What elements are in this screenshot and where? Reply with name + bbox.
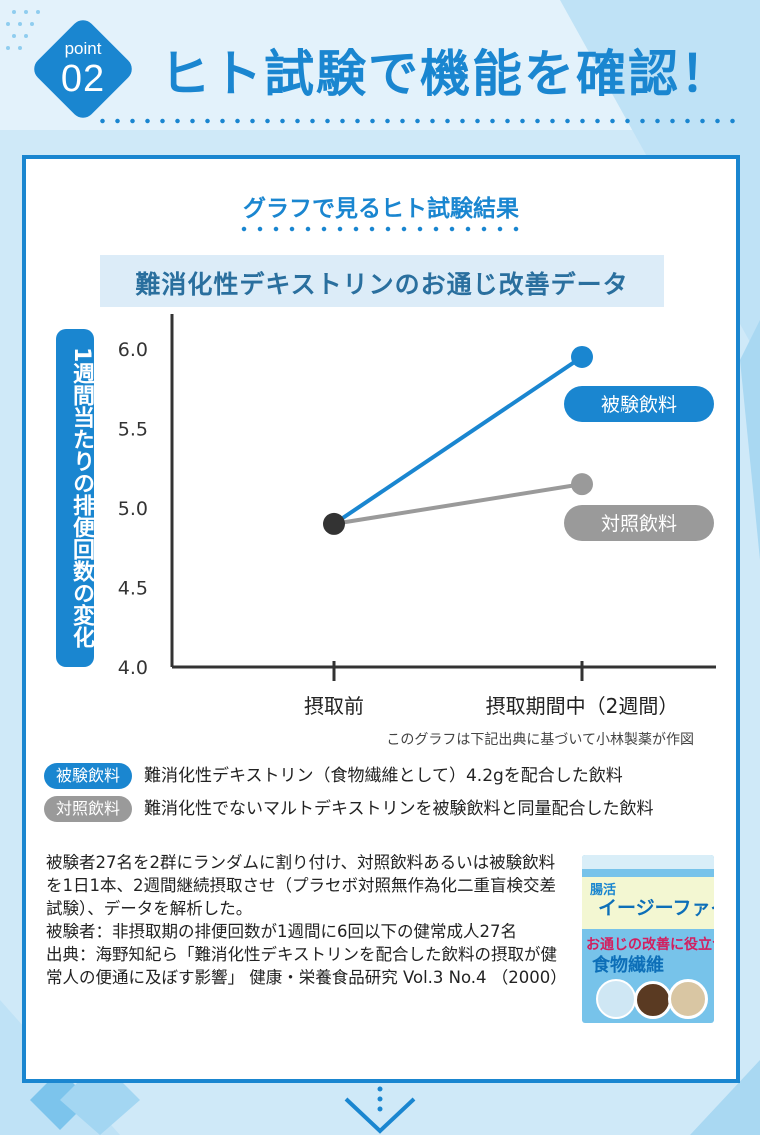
series-label: 被験飲料 (601, 394, 677, 416)
subtitle-dotted-divider (236, 226, 526, 232)
y-axis-label: 1週間当たりの排便回数の変化 (69, 347, 94, 649)
legend-text-test: 難消化性デキストリン（食物繊維として）4.2gを配合した飲料 (144, 766, 623, 786)
x-tick-label: 摂取期間中（2週間） (486, 694, 679, 718)
chart-title: 難消化性デキストリンのお通じ改善データ (135, 270, 629, 299)
y-tick-label: 6.0 (118, 339, 148, 361)
series-start-point (323, 512, 345, 535)
product-name: イージーファイバー (598, 897, 714, 919)
chart-source-note: このグラフは下記出典に基づいて小林製薬が作図 (386, 732, 694, 748)
series-line (332, 355, 584, 526)
point-badge: point 02 (28, 14, 138, 124)
line-chart: 4.0 4.5 5.0 5.5 6.0 摂取前 摂取期間中（2週間） 対照飲料 被験飲料 (118, 314, 716, 718)
study-description: 被験者27名を2群にランダムに割り付け、対照飲料あるいは被験飲料を1日1本、2週… (46, 853, 567, 987)
product-label-band (582, 877, 714, 929)
series-line (333, 482, 583, 526)
legend-tag-control: 対照飲料 (44, 796, 132, 822)
chart-card: グラフで見るヒト試験結果 難消化性デキストリンのお通じ改善データ 1週間当たりの… (22, 155, 740, 1083)
product-claim: お通じの改善に役立つ (586, 937, 714, 953)
product-water-cup (596, 979, 636, 1019)
series-label-pill (564, 505, 714, 541)
card-subtitle: グラフで見るヒト試験結果 (243, 196, 519, 222)
scroll-down-chevron-icon (344, 1086, 416, 1134)
title-dotted-divider (95, 118, 735, 124)
product-top-band (582, 855, 714, 869)
chart-title-banner: 難消化性デキストリンのお通じ改善データ (100, 255, 664, 307)
page-title: ヒト試験で機能を確認！ (160, 45, 732, 103)
badge-point-number: 02 (60, 58, 106, 100)
header: point 02 ヒト試験で機能を確認！ (0, 0, 760, 140)
legend-text-control: 難消化性でないマルトデキストリンを被験飲料と同量配合した飲料 (144, 799, 654, 819)
series-end-point (571, 345, 593, 368)
product-package-image: 腸活 イージーファイバー お通じの改善に役立つ 食物繊維 (582, 855, 714, 1023)
y-axis-label-box: 1週間当たりの排便回数の変化 (56, 329, 94, 667)
product-fiber-label: 食物繊維 (592, 955, 664, 976)
y-tick-label: 5.0 (118, 498, 148, 520)
series-end-point (571, 473, 593, 496)
x-tick-label: 摂取前 (304, 694, 364, 718)
series-label-pill (564, 386, 714, 422)
product-label-chokatsu: 腸活 (590, 883, 617, 898)
legend-tag-test: 被験飲料 (44, 763, 132, 789)
product-coffee-cup (634, 981, 672, 1019)
series-label: 対照飲料 (601, 513, 677, 535)
badge-point-label: point (64, 39, 102, 58)
product-tea-cup (668, 979, 708, 1019)
y-tick-label: 5.5 (118, 419, 148, 441)
y-tick-label: 4.0 (118, 657, 148, 679)
y-tick-label: 4.5 (118, 578, 148, 600)
